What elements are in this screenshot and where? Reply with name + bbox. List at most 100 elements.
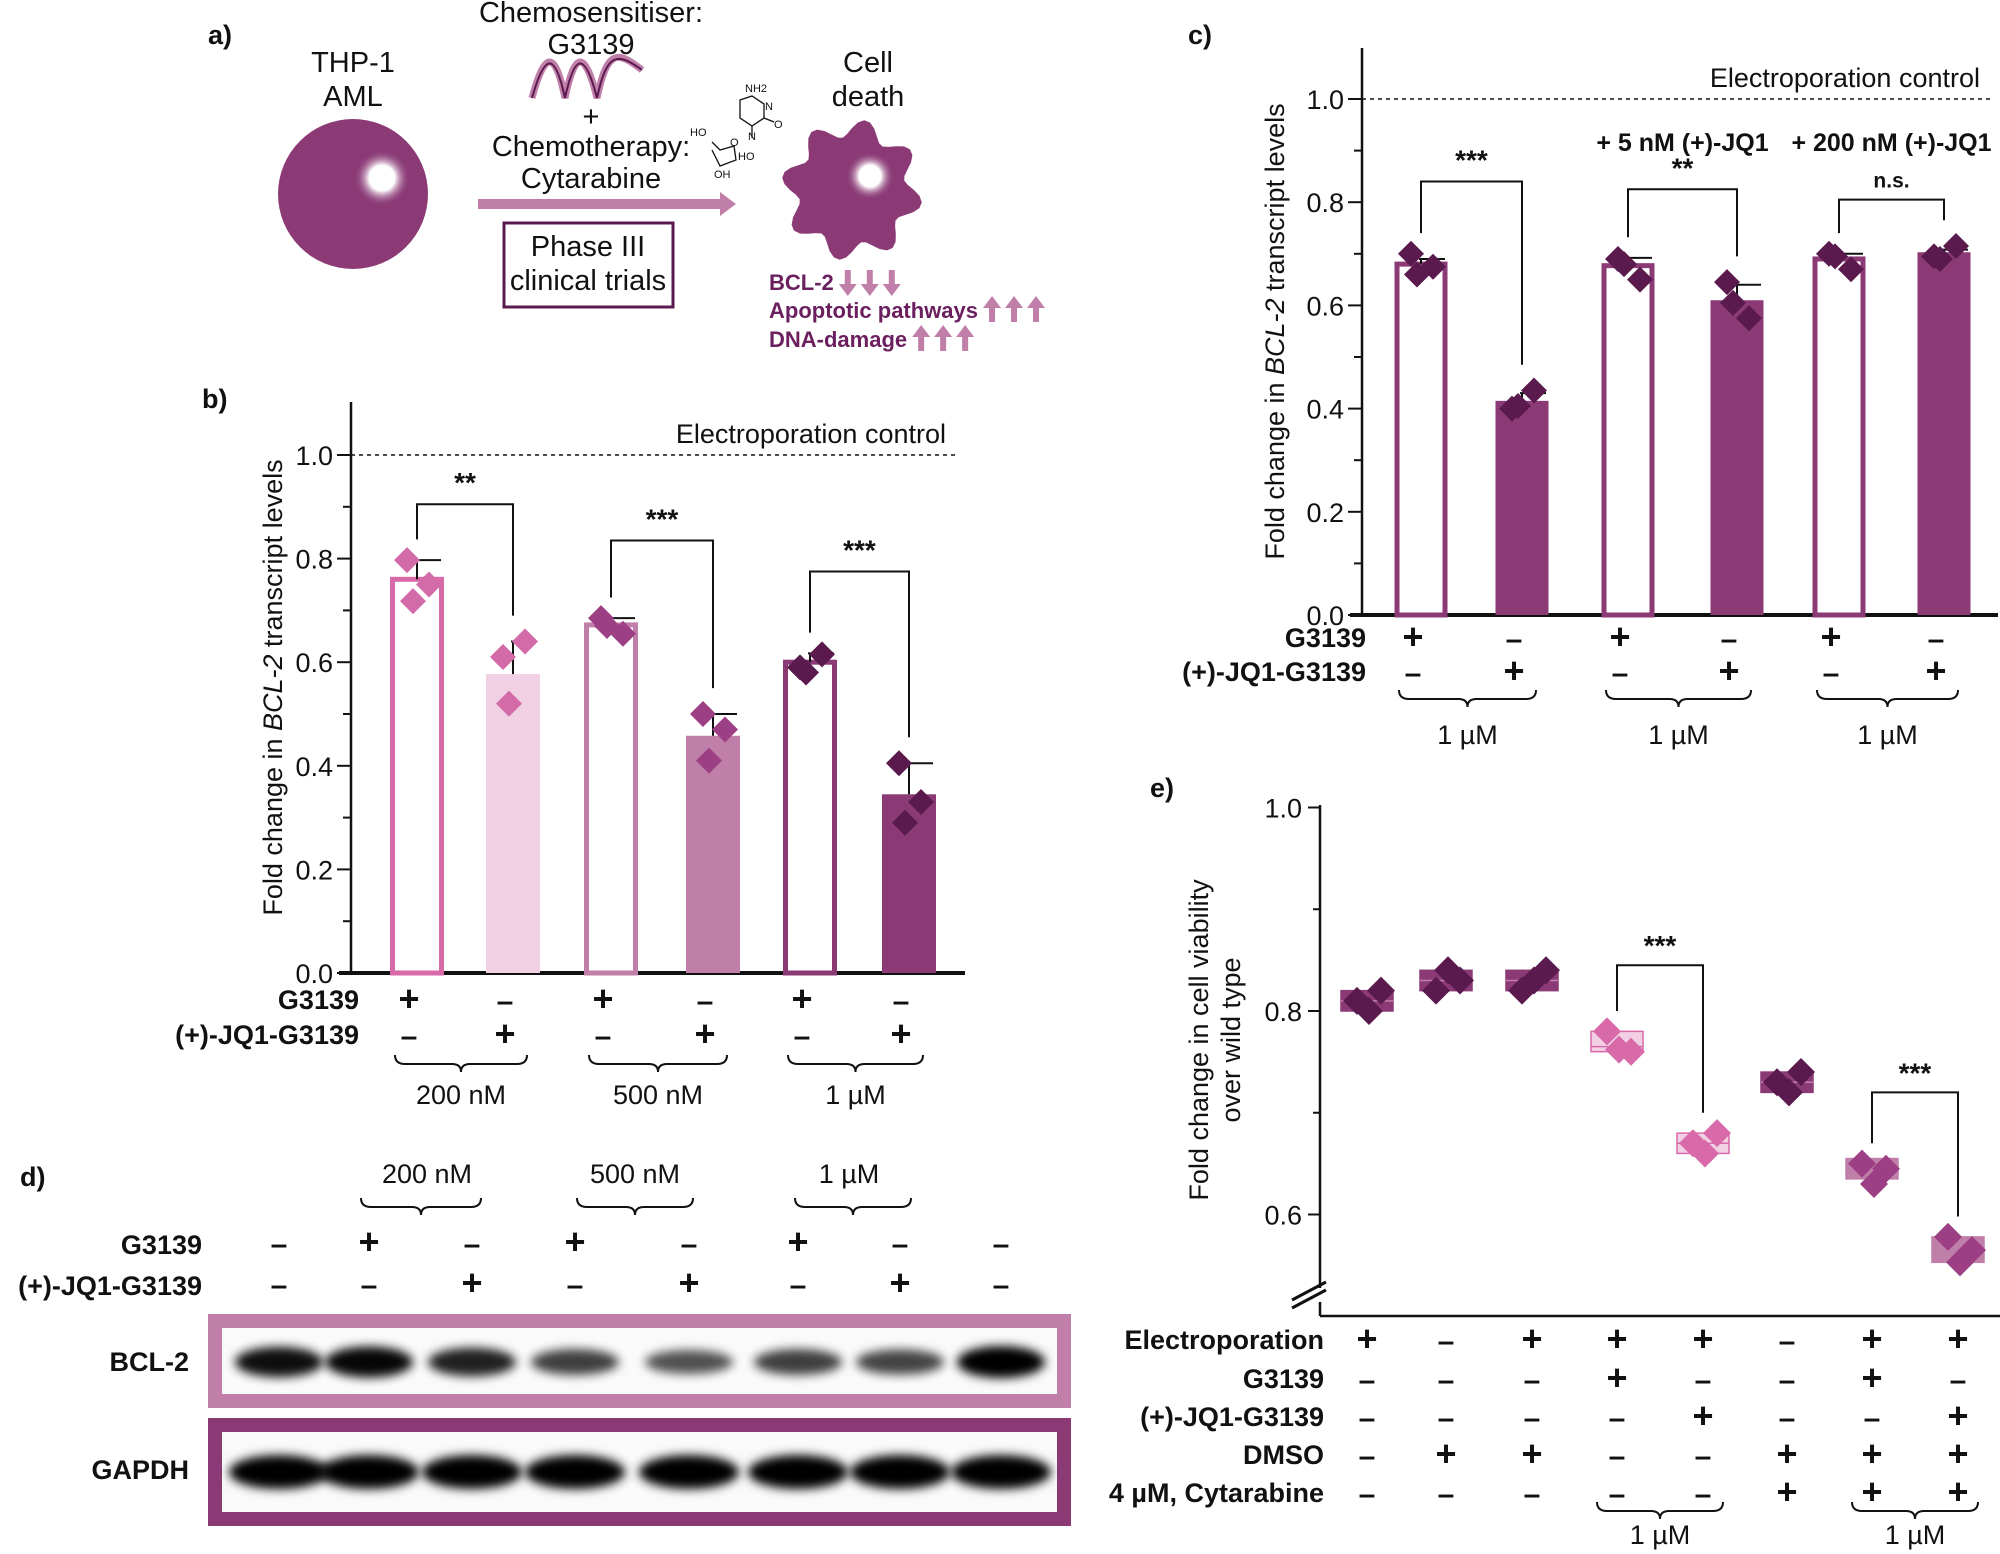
bcl2-band xyxy=(428,1347,516,1377)
bcl2-band xyxy=(325,1346,413,1378)
condition-sign: + xyxy=(1861,1471,1882,1512)
data-point xyxy=(1927,245,1953,272)
blot-g3139-sign: + xyxy=(564,1221,585,1262)
molecule-label-oh: OH xyxy=(714,169,731,181)
blot-label-bcl2: BCL-2 xyxy=(110,1347,190,1377)
condition-sign: – xyxy=(1864,1402,1881,1435)
bar xyxy=(1495,400,1549,615)
arrow-up-icon-head xyxy=(912,325,931,337)
y-tick-label: 0.0 xyxy=(1306,601,1344,631)
significance-bracket xyxy=(1838,198,1945,234)
effect-label: Apoptotic pathways xyxy=(769,298,978,323)
blot-g3139-sign: – xyxy=(892,1228,909,1261)
group-label: 1 µM xyxy=(1885,1520,1946,1550)
significance-bracket xyxy=(416,503,514,616)
condition-sign: + xyxy=(1947,1318,1968,1359)
data-point xyxy=(1605,1035,1633,1064)
significance-label: *** xyxy=(1455,145,1488,176)
condition-sign: + xyxy=(1776,1471,1797,1512)
blot-g3139-sign: – xyxy=(681,1228,698,1261)
jq1-g3139-sign: + xyxy=(1718,650,1739,691)
blot-jq1-sign: – xyxy=(567,1269,584,1302)
condition-sign: – xyxy=(1359,1440,1376,1473)
condition-sign: + xyxy=(1606,1357,1627,1398)
data-point xyxy=(793,659,819,686)
significance-label: ** xyxy=(1672,152,1694,183)
condition-sign: – xyxy=(1695,1440,1712,1473)
jq1-g3139-sign: – xyxy=(794,1020,811,1053)
condition-sign: – xyxy=(1950,1364,1967,1397)
condition-sign: + xyxy=(1947,1433,1968,1474)
row-label: Electroporation xyxy=(1124,1325,1324,1355)
jq1-g3139-sign: + xyxy=(1503,650,1524,691)
molecule-label-ho2: HO xyxy=(738,151,755,163)
bar xyxy=(1812,256,1866,618)
group-label: 1 µM xyxy=(1857,720,1918,750)
reference-line-label: Electroporation control xyxy=(676,419,946,449)
y-tick-label: 0.8 xyxy=(1264,997,1302,1027)
data-point xyxy=(1736,305,1762,332)
group-brace xyxy=(1398,689,1537,708)
arrow-up-icon-head xyxy=(934,325,953,337)
data-point xyxy=(1593,1017,1621,1046)
jq1-g3139-sign: – xyxy=(595,1020,612,1053)
jq1-g3139-sign: + xyxy=(494,1013,515,1054)
y-axis-label-part: transcript levels xyxy=(258,459,288,654)
thp1-cell-illustration xyxy=(278,119,428,269)
significance-label: n.s. xyxy=(1873,170,1909,193)
gapdh-band xyxy=(850,1455,950,1489)
data-point xyxy=(1521,377,1547,404)
condition-sign: – xyxy=(1438,1478,1455,1511)
significance-bracket xyxy=(610,539,714,689)
condition-sign: + xyxy=(1692,1395,1713,1436)
significance-label: ** xyxy=(454,467,476,498)
y-tick-label: 0.4 xyxy=(1306,395,1344,425)
g3139-sign: – xyxy=(1506,623,1523,656)
data-point xyxy=(712,716,738,743)
gapdh-band xyxy=(951,1455,1051,1489)
bar xyxy=(1601,263,1655,618)
y-tick-label: 0.8 xyxy=(1306,188,1344,218)
panel-a-schematic: a) THP-1 AML Chemosensitiser: G3139 + Ch… xyxy=(208,0,1046,352)
phase-iii-box xyxy=(502,221,675,309)
group-label: 1 µM xyxy=(1630,1520,1691,1550)
blot-jq1-sign: – xyxy=(790,1269,807,1302)
blot-conc-1um: 1 µM xyxy=(819,1159,880,1189)
condition-sign: – xyxy=(1359,1364,1376,1397)
y-tick-label: 1.0 xyxy=(295,441,333,471)
data-point xyxy=(1943,233,1969,260)
bar xyxy=(1917,252,1971,615)
data-point xyxy=(1691,1139,1719,1168)
g3139-sign: + xyxy=(1820,616,1841,657)
arrow-down-icon-head xyxy=(838,284,857,296)
treatment-arrow-head xyxy=(720,192,736,216)
jq1-g3139-sign: – xyxy=(1405,657,1422,690)
gapdh-band xyxy=(319,1455,419,1489)
panel-d-western-blot: d) 200 nM 500 nM 1 µM G3139 (+)-JQ1-G313… xyxy=(18,1159,1071,1526)
condition-sign: + xyxy=(1356,1318,1377,1359)
trial-box-line1: Phase III xyxy=(531,231,645,263)
group-brace xyxy=(787,1054,924,1073)
data-point xyxy=(490,644,516,671)
molecule-label-n2: N xyxy=(748,131,756,143)
data-point xyxy=(512,628,538,655)
y-tick-label: 0.6 xyxy=(1306,291,1344,321)
g3139-sign: + xyxy=(398,978,419,1019)
jq1-g3139-sign: + xyxy=(1925,650,1946,691)
condition-sign: + xyxy=(1861,1433,1882,1474)
condition-sign: + xyxy=(1861,1357,1882,1398)
group-label: 200 nM xyxy=(416,1080,506,1110)
arrow-up-icon-head xyxy=(1027,296,1046,308)
data-point xyxy=(1404,261,1430,288)
significance-bracket xyxy=(1420,180,1523,365)
condition-sign: – xyxy=(1524,1364,1541,1397)
blot-conc-200nm: 200 nM xyxy=(382,1159,472,1189)
y-axis-label: Fold change in BCL-2 transcript levels xyxy=(258,459,288,915)
data-point xyxy=(1934,1222,1962,1251)
blot-jq1-sign: – xyxy=(993,1269,1010,1302)
cell-body xyxy=(278,119,428,269)
bar xyxy=(486,674,540,973)
row-label: G3139 xyxy=(1243,1364,1324,1394)
